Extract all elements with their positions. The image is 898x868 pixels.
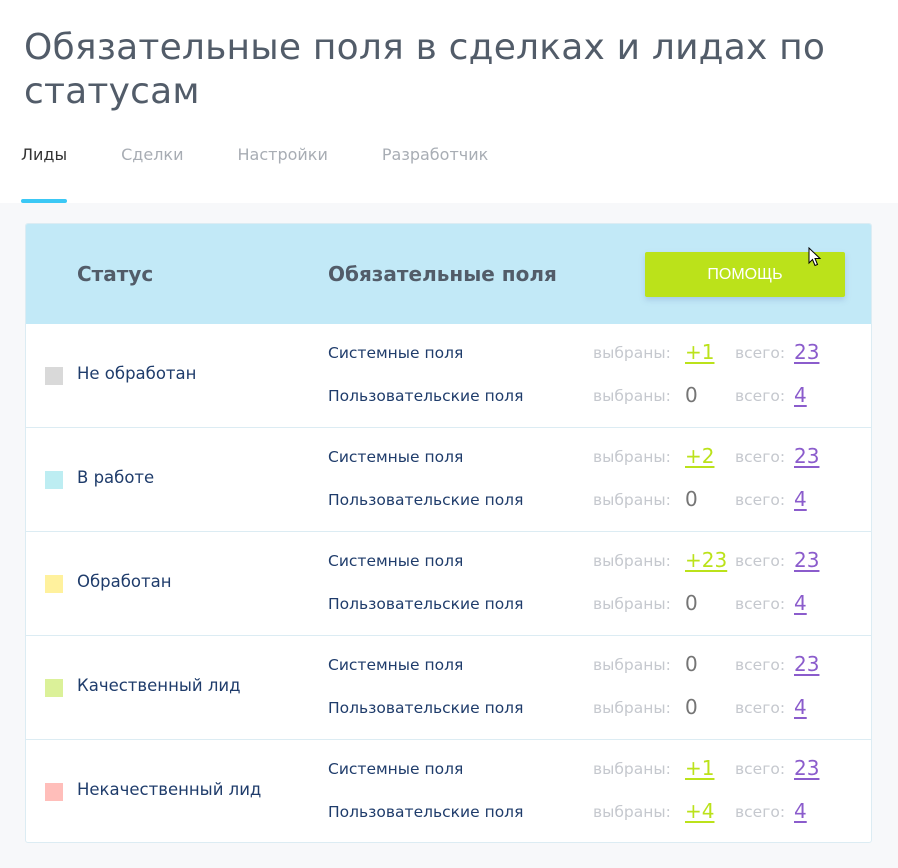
total-label: всего: xyxy=(735,448,786,466)
selected-count-link[interactable]: +1 xyxy=(685,756,715,780)
total-count-link[interactable]: 23 xyxy=(794,548,820,572)
system-fields-label: Системные поля xyxy=(328,656,464,674)
status-name: Качественный лид xyxy=(77,676,241,695)
selected-label: выбраны: xyxy=(593,552,671,570)
table-header: Статус Обязательные поля ПОМОЩЬ xyxy=(26,224,871,324)
selected-count: 0 xyxy=(685,591,698,615)
custom-fields-label: Пользовательские поля xyxy=(328,595,524,613)
total-count-link[interactable]: 23 xyxy=(794,444,820,468)
custom-fields-line: Пользовательские поля выбраны: 0 всего: … xyxy=(328,383,858,409)
table-row: Не обработан Системные поля выбраны: +1 … xyxy=(26,324,871,428)
tab-deals[interactable]: Сделки xyxy=(121,145,184,164)
total-count-link[interactable]: 23 xyxy=(794,756,820,780)
selected-label: выбраны: xyxy=(593,387,671,405)
selected-label: выбраны: xyxy=(593,656,671,674)
selected-label: выбраны: xyxy=(593,803,671,821)
system-fields-line: Системные поля выбраны: +2 всего: 23 xyxy=(328,444,858,470)
status-name: Некачественный лид xyxy=(77,780,262,799)
selected-count: 0 xyxy=(685,383,698,407)
custom-fields-label: Пользовательские поля xyxy=(328,803,524,821)
status-color-swatch xyxy=(45,575,63,593)
selected-label: выбраны: xyxy=(593,595,671,613)
status-color-swatch xyxy=(45,783,63,801)
total-label: всего: xyxy=(735,552,786,570)
tab-developer[interactable]: Разработчик xyxy=(381,145,489,164)
custom-fields-label: Пользовательские поля xyxy=(328,699,524,717)
custom-fields-line: Пользовательские поля выбраны: +4 всего:… xyxy=(328,799,858,825)
status-name: Обработан xyxy=(77,572,172,591)
table-row: Качественный лид Системные поля выбраны:… xyxy=(26,636,871,740)
system-fields-line: Системные поля выбраны: +1 всего: 23 xyxy=(328,340,858,366)
selected-count-link[interactable]: +1 xyxy=(685,340,715,364)
total-count-link[interactable]: 23 xyxy=(794,652,820,676)
selected-label: выбраны: xyxy=(593,344,671,362)
custom-fields-line: Пользовательские поля выбраны: 0 всего: … xyxy=(328,487,858,513)
total-label: всего: xyxy=(735,491,786,509)
mouse-cursor-icon xyxy=(808,247,822,267)
selected-count: 0 xyxy=(685,652,698,676)
total-label: всего: xyxy=(735,656,786,674)
total-label: всего: xyxy=(735,344,786,362)
selected-label: выбраны: xyxy=(593,760,671,778)
selected-count-link[interactable]: +2 xyxy=(685,444,715,468)
system-fields-label: Системные поля xyxy=(328,448,464,466)
total-label: всего: xyxy=(735,387,786,405)
custom-fields-label: Пользовательские поля xyxy=(328,387,524,405)
tab-bar: Лиды Сделки Настройки Разработчик xyxy=(21,145,488,203)
selected-label: выбраны: xyxy=(593,448,671,466)
status-name: В работе xyxy=(77,468,155,487)
status-fields-table: Статус Обязательные поля ПОМОЩЬ Не обраб… xyxy=(25,223,872,843)
total-label: всего: xyxy=(735,760,786,778)
system-fields-label: Системные поля xyxy=(328,552,464,570)
status-color-swatch xyxy=(45,679,63,697)
selected-count: 0 xyxy=(685,695,698,719)
total-count-link[interactable]: 4 xyxy=(794,799,807,823)
status-name: Не обработан xyxy=(77,364,197,383)
tab-leads[interactable]: Лиды xyxy=(21,145,68,203)
system-fields-label: Системные поля xyxy=(328,760,464,778)
column-header-status: Статус xyxy=(77,262,154,286)
total-count-link[interactable]: 4 xyxy=(794,383,807,407)
table-body: Не обработан Системные поля выбраны: +1 … xyxy=(26,324,871,842)
selected-count-link[interactable]: +23 xyxy=(685,548,728,572)
system-fields-line: Системные поля выбраны: +23 всего: 23 xyxy=(328,548,858,574)
selected-label: выбраны: xyxy=(593,491,671,509)
custom-fields-line: Пользовательские поля выбраны: 0 всего: … xyxy=(328,591,858,617)
total-label: всего: xyxy=(735,699,786,717)
selected-label: выбраны: xyxy=(593,699,671,717)
total-label: всего: xyxy=(735,595,786,613)
system-fields-label: Системные поля xyxy=(328,344,464,362)
status-color-swatch xyxy=(45,367,63,385)
page-header: Обязательные поля в сделках и лидах по с… xyxy=(0,0,898,203)
total-count-link[interactable]: 23 xyxy=(794,340,820,364)
total-count-link[interactable]: 4 xyxy=(794,695,807,719)
selected-count-link[interactable]: +4 xyxy=(685,799,715,823)
selected-count: 0 xyxy=(685,487,698,511)
total-count-link[interactable]: 4 xyxy=(794,591,807,615)
system-fields-line: Системные поля выбраны: +1 всего: 23 xyxy=(328,756,858,782)
table-row: В работе Системные поля выбраны: +2 всег… xyxy=(26,428,871,532)
page-title: Обязательные поля в сделках и лидах по с… xyxy=(24,27,826,112)
custom-fields-label: Пользовательские поля xyxy=(328,491,524,509)
total-count-link[interactable]: 4 xyxy=(794,487,807,511)
table-row: Обработан Системные поля выбраны: +23 вс… xyxy=(26,532,871,636)
tab-settings[interactable]: Настройки xyxy=(237,145,328,164)
status-color-swatch xyxy=(45,471,63,489)
custom-fields-line: Пользовательские поля выбраны: 0 всего: … xyxy=(328,695,858,721)
table-row: Некачественный лид Системные поля выбран… xyxy=(26,740,871,842)
total-label: всего: xyxy=(735,803,786,821)
column-header-required-fields: Обязательные поля xyxy=(328,262,557,286)
system-fields-line: Системные поля выбраны: 0 всего: 23 xyxy=(328,652,858,678)
